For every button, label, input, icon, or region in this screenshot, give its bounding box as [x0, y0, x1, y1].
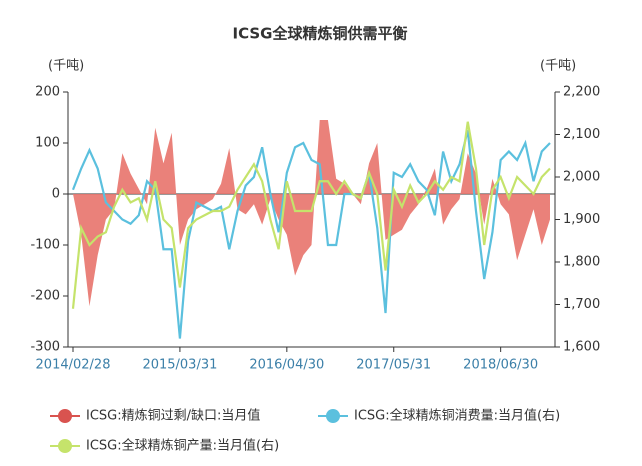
y2-tick-label: 1,900 — [563, 212, 600, 227]
y-tick-label: 100 — [35, 136, 60, 151]
y-axis-label: (千吨) — [48, 59, 84, 74]
y2-tick-label: 1,700 — [563, 297, 600, 312]
legend-label: ICSG:全球精炼铜消费量:当月值(右) — [354, 408, 560, 424]
x-tick-label: 2016/04/30 — [249, 358, 324, 373]
y-tick-label: 0 — [52, 187, 60, 202]
y2-tick-label: 1,800 — [563, 255, 600, 270]
x-tick-label: 2017/05/31 — [356, 358, 431, 373]
line — [71, 129, 551, 339]
y-tick-label: -100 — [30, 238, 60, 253]
legend-label: ICSG:全球精炼铜产量:当月值(右) — [86, 438, 279, 454]
y-tick-label: 200 — [35, 85, 60, 100]
area — [73, 120, 550, 307]
x-tick-label: 2018/06/30 — [463, 358, 538, 373]
x-tick-label: 2015/03/31 — [142, 358, 217, 373]
chart-title: ICSG全球精炼铜供需平衡 — [233, 25, 408, 43]
y-tick-label: -300 — [30, 340, 60, 355]
legend-marker — [326, 409, 340, 423]
y2-tick-label: 2,000 — [563, 170, 600, 185]
y2-axis-label: (千吨) — [540, 59, 576, 74]
legend-label: ICSG:精炼铜过剩/缺口:当月值 — [86, 408, 260, 424]
y2-tick-label: 2,100 — [563, 127, 600, 142]
line — [71, 121, 551, 309]
y-tick-label: -200 — [30, 289, 60, 304]
legend-marker — [58, 409, 72, 423]
legend-marker — [58, 439, 72, 453]
y2-tick-label: 2,200 — [563, 85, 600, 100]
y2-tick-label: 1,600 — [563, 340, 600, 355]
x-tick-label: 2014/02/28 — [36, 358, 111, 373]
